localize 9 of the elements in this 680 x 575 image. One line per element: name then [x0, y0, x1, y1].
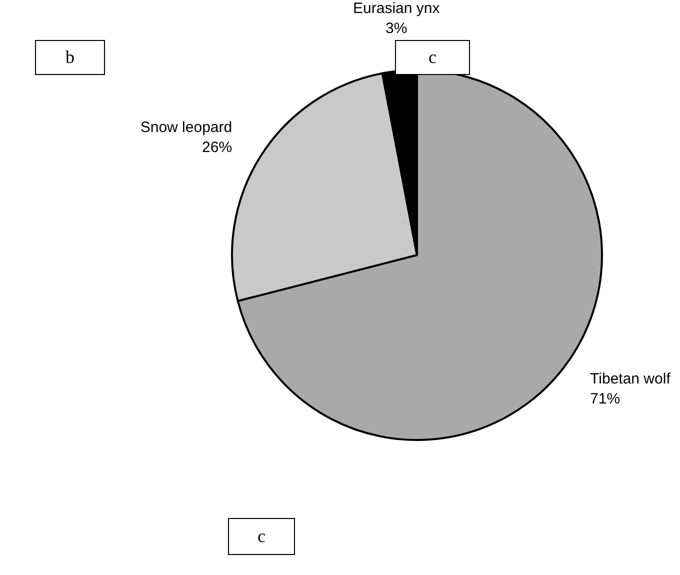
data-label: 26% — [202, 138, 232, 156]
slice-label: Tibetan wolf — [590, 370, 672, 388]
text: c — [395, 40, 470, 75]
data-label: 3% — [386, 20, 408, 38]
text: c — [228, 518, 295, 555]
text: b — [35, 40, 105, 75]
slice-label: Eurasian ynx — [353, 0, 440, 18]
data-label: 71% — [590, 390, 620, 408]
slice-label: Snow leopard — [140, 118, 232, 136]
